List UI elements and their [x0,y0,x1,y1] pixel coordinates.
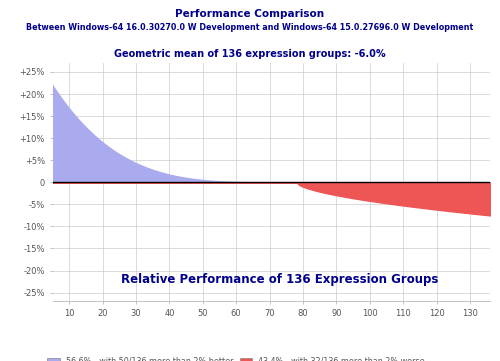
Text: Performance Comparison: Performance Comparison [176,9,324,19]
Text: Relative Performance of 136 Expression Groups: Relative Performance of 136 Expression G… [122,273,438,286]
Text: Between Windows-64 16.0.30270.0 W Development and Windows-64 15.0.27696.0 W Deve: Between Windows-64 16.0.30270.0 W Develo… [26,23,473,32]
Text: Geometric mean of 136 expression groups: -6.0%: Geometric mean of 136 expression groups:… [114,49,386,59]
Legend: 56.6% - with 50/136 more than 2% better, 43.4% - with 32/136 more than 2% worse: 56.6% - with 50/136 more than 2% better,… [44,353,428,361]
